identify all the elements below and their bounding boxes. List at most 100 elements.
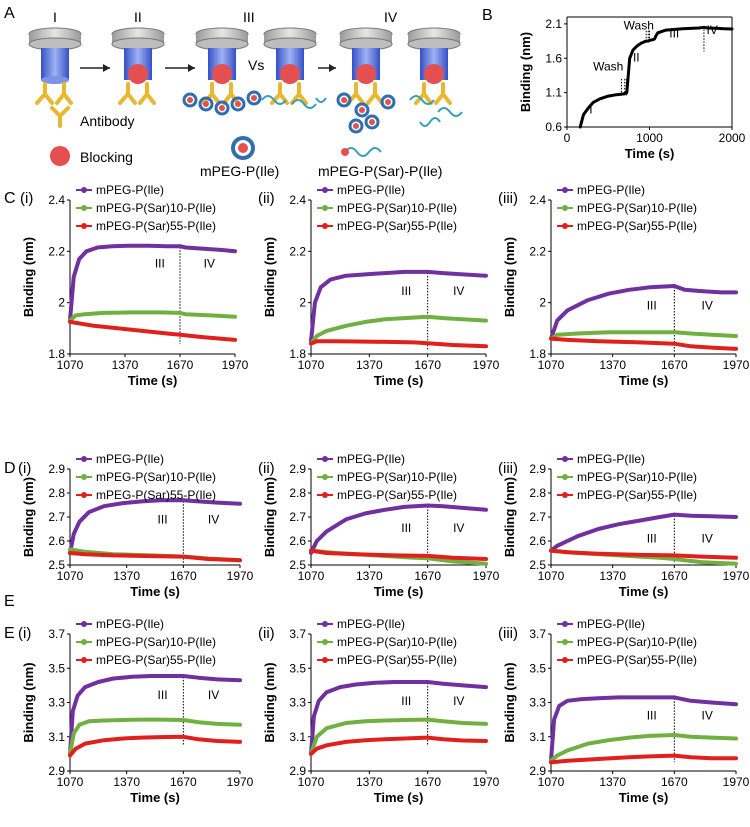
y-axis-title: Binding (nm): [262, 477, 277, 557]
x-axis-title: Time (s): [619, 584, 669, 599]
panel-label-e: E: [4, 625, 15, 642]
chart-d-ii: 2.5 2.6 2.7 2.8 2.9 1070 1370 1670 1970 Time (s) B…: [262, 452, 500, 599]
legend-swatch-marker: [562, 492, 568, 498]
phase-label-iii: III: [158, 688, 168, 702]
chart-b: 0.6 1.1 1.6 2.1 0 1000 2000 Time (s) Binding (nm…: [518, 16, 746, 161]
legend-blocking: Blocking: [80, 149, 133, 165]
x-tick-label: 1970: [723, 775, 750, 789]
annotation: III: [669, 27, 679, 41]
x-tick-label: 1370: [356, 358, 383, 372]
series-line-3: [309, 735, 488, 756]
y-tick-label: 3.5: [289, 661, 306, 675]
x-axis-title: Time (s): [619, 790, 669, 805]
copolymer-icon: [341, 147, 382, 157]
x-axis-title: Time (s): [374, 790, 424, 805]
sub-label-e-iii: (iii): [498, 625, 518, 642]
y-tick-label: 2.2: [289, 244, 306, 258]
caption-right: mPEG-P(Sar)-P(Ile): [318, 163, 442, 179]
legend-swatch-marker: [81, 621, 87, 627]
legend-swatch-marker: [81, 205, 87, 211]
y-axis-title: Binding (nm): [518, 32, 533, 112]
legend-swatch-marker: [81, 639, 87, 645]
legend-swatch-marker: [81, 657, 87, 663]
legend-swatch-marker: [81, 456, 87, 462]
chart-e-ii: 2.9 3.1 3.3 3.5 3.7 1070 1370 1670 1970 Time (s) B…: [262, 617, 500, 805]
y-tick-label: 2.7: [48, 510, 65, 524]
y-tick-label: 2.5: [529, 558, 546, 572]
legend-entry: mPEG-P(Ile): [96, 617, 164, 631]
y-axis-title: Binding (nm): [262, 237, 277, 317]
annotation: Wash: [624, 18, 654, 32]
legend-entry: mPEG-P(Sar)10-P(Ile): [337, 201, 457, 215]
x-tick-label: 1670: [170, 569, 197, 583]
legend-entry: mPEG-P(Ile): [337, 452, 405, 466]
x-axis-title: Time (s): [130, 790, 180, 805]
y-tick-label: 3.5: [48, 661, 65, 675]
y-tick-label: 2.7: [289, 510, 306, 524]
x-tick-label: 0: [564, 131, 571, 145]
y-tick-label: 2.5: [289, 558, 306, 572]
x-tick-label: 1370: [113, 569, 140, 583]
y-tick-label: 2.8: [529, 486, 546, 500]
y-tick-label: 3.7: [48, 627, 65, 641]
legend-entry: mPEG-P(Sar)55-P(Ile): [96, 488, 216, 502]
y-tick-label: 2.9: [289, 462, 306, 476]
step-label-iii: III: [243, 9, 255, 25]
legend-swatch-marker: [562, 205, 568, 211]
sub-label-d-i: (i): [18, 460, 31, 477]
y-tick-label: 2: [58, 296, 65, 310]
x-axis-title: Time (s): [128, 373, 178, 388]
phase-label-iii: III: [647, 708, 657, 722]
step-label-iv: IV: [384, 9, 398, 25]
panel-label-e-stray: E: [4, 593, 15, 610]
series-line-1: [549, 695, 738, 763]
legend-entry: mPEG-P(Sar)10-P(Ile): [337, 470, 457, 484]
x-tick-label: 1070: [57, 358, 84, 372]
panel-label-c: C: [4, 190, 16, 207]
x-axis-title: Time (s): [374, 373, 424, 388]
sub-label-e-ii: (ii): [258, 625, 275, 642]
legend-entry: mPEG-P(Ile): [577, 617, 645, 631]
phase-label-iv: IV: [702, 708, 713, 722]
legend-entry: mPEG-P(Sar)10-P(Ile): [96, 470, 216, 484]
legend-swatch-marker: [322, 474, 328, 480]
step-label-ii: II: [134, 9, 142, 25]
legend-entry: mPEG-P(Sar)10-P(Ile): [577, 635, 697, 649]
micelle-icon: [231, 136, 255, 160]
x-tick-label: 1070: [538, 569, 565, 583]
legend-swatch-marker: [322, 205, 328, 211]
legend-antibody: Antibody: [80, 113, 134, 129]
probe-step-4b: [407, 27, 463, 127]
y-tick-label: 2.9: [289, 764, 306, 778]
antibody-icon: [35, 82, 73, 105]
legend-entry: mPEG-P(Ile): [96, 183, 164, 197]
legend-swatch-marker: [322, 621, 328, 627]
series-line-3: [68, 551, 242, 563]
series-line-3: [309, 548, 488, 561]
x-tick-label: 1970: [227, 569, 254, 583]
y-axis-title: Binding (nm): [502, 237, 517, 317]
caption-left: mPEG-P(Ile): [200, 163, 279, 179]
legend-swatch-marker: [562, 456, 568, 462]
series-line-1: [309, 680, 488, 756]
y-tick-label: 2.6: [529, 534, 546, 548]
series-line-2: [68, 310, 237, 323]
x-tick-label: 1670: [414, 569, 441, 583]
series-line-1: [549, 512, 738, 553]
legend-entry: mPEG-P(Sar)55-P(Ile): [577, 488, 697, 502]
series-line-3: [68, 319, 237, 342]
y-tick-label: 2.9: [529, 764, 546, 778]
y-tick-label: 2.9: [529, 462, 546, 476]
y-tick-label: 2.9: [48, 462, 65, 476]
legend-swatch-marker: [562, 621, 568, 627]
legend-entry: mPEG-P(Sar)55-P(Ile): [337, 653, 457, 667]
x-tick-label: 1370: [356, 775, 383, 789]
legend-entry: mPEG-P(Sar)55-P(Ile): [577, 653, 697, 667]
y-tick-label: 2.5: [48, 558, 65, 572]
series-line-1: [309, 269, 488, 344]
x-tick-label: 1670: [414, 775, 441, 789]
annotation: II: [633, 51, 640, 65]
series-line-2: [309, 314, 488, 346]
chart-c-iii: 1.8 2 2.2 2.4 1070 1370 1670 1970 Time (s) Bindin…: [502, 183, 750, 388]
y-tick-label: 2: [299, 296, 306, 310]
